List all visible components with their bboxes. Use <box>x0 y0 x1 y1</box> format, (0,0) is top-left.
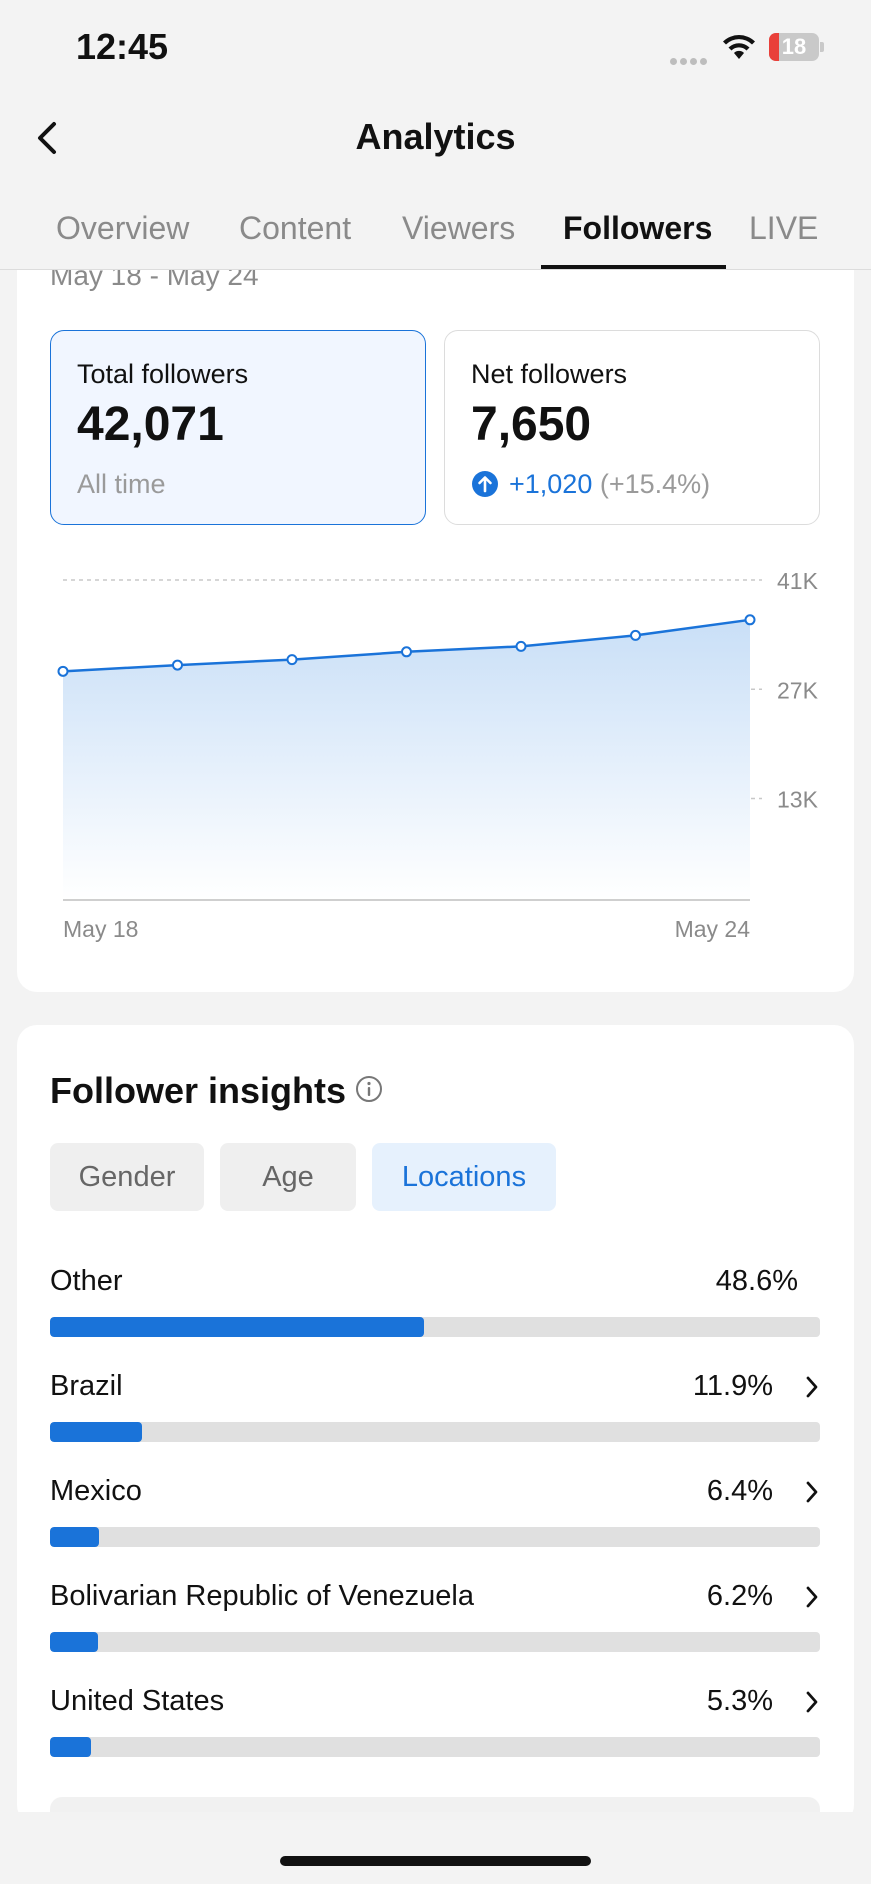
chart-data-point[interactable] <box>515 640 527 652</box>
location-bar-fill <box>50 1317 425 1337</box>
location-bar-track <box>50 1317 820 1337</box>
arrow-up-circle-icon <box>472 471 498 497</box>
page-title: Analytics <box>355 116 516 157</box>
location-bar-fill <box>50 1527 100 1547</box>
location-name: United States <box>50 1685 225 1717</box>
info-icon[interactable] <box>354 1074 384 1104</box>
location-percent: 48.6% <box>715 1265 798 1297</box>
location-name: Other <box>50 1265 123 1297</box>
followers-chart[interactable]: 41K 27K 13K May 18 May 24 <box>40 555 840 955</box>
chart-y-tick-label: 13K <box>777 787 819 813</box>
location-bar-track <box>50 1632 820 1652</box>
location-percent: 5.3% <box>706 1685 773 1717</box>
active-tab-indicator <box>541 265 726 269</box>
location-bar-track <box>50 1737 820 1757</box>
home-indicator <box>280 1856 591 1866</box>
net-followers-card[interactable]: Net followers 7,650 +1,020 (+15.4%) <box>444 330 820 525</box>
location-percent: 6.2% <box>706 1580 773 1612</box>
location-bar-fill <box>50 1632 98 1652</box>
net-followers-change: +1,020 (+15.4%) <box>471 469 710 500</box>
chart-y-tick-label: 27K <box>777 677 819 703</box>
chip-gender[interactable]: Gender <box>50 1143 204 1211</box>
tab-bar: Overview Content Viewers Followers LIVE <box>0 200 871 270</box>
chart-area-fill <box>63 619 750 900</box>
net-followers-value: 7,650 <box>471 398 592 451</box>
wifi-icon <box>723 35 755 59</box>
tab-followers[interactable]: Followers <box>563 210 713 246</box>
chart-data-point[interactable] <box>57 665 69 677</box>
chevron-right-icon[interactable] <box>804 1479 820 1505</box>
chevron-right-icon[interactable] <box>804 1584 820 1610</box>
chart-data-point[interactable] <box>744 614 756 626</box>
chart-data-point[interactable] <box>172 659 183 671</box>
insights-title: Follower insights <box>50 1070 347 1111</box>
tab-viewers[interactable]: Viewers <box>402 210 516 246</box>
location-name: Bolivarian Republic of Venezuela <box>50 1580 474 1612</box>
chart-data-point[interactable] <box>401 646 412 658</box>
location-bar-track <box>50 1422 820 1442</box>
chevron-left-icon[interactable] <box>30 116 66 160</box>
chart-x-tick-label: May 18 <box>63 916 138 942</box>
battery-level: 18 <box>781 34 807 59</box>
chart-y-tick-label: 41K <box>777 568 819 594</box>
location-name: Brazil <box>50 1370 123 1402</box>
chip-locations[interactable]: Locations <box>372 1143 556 1211</box>
location-name: Mexico <box>50 1475 142 1507</box>
change-percent: (+15.4%) <box>599 469 711 499</box>
total-followers-value: 42,071 <box>77 398 224 451</box>
location-percent: 6.4% <box>706 1475 773 1507</box>
status-time: 12:45 <box>76 26 169 67</box>
chevron-right-icon[interactable] <box>804 1374 820 1400</box>
location-percent: 11.9% <box>692 1370 773 1402</box>
location-bar-fill <box>50 1422 142 1442</box>
next-section-edge <box>50 1797 820 1813</box>
status-bar: 12:45 18 <box>0 0 871 96</box>
chart-data-point[interactable] <box>286 654 298 666</box>
location-bar-fill <box>50 1737 91 1757</box>
tab-overview[interactable]: Overview <box>56 210 190 246</box>
chevron-right-icon[interactable] <box>804 1689 820 1715</box>
cellular-signal-icon <box>670 52 710 65</box>
total-followers-card[interactable]: Total followers 42,071 All time <box>50 330 426 525</box>
chart-x-tick-label: May 24 <box>675 916 751 942</box>
chip-age[interactable]: Age <box>220 1143 356 1211</box>
total-followers-label: Total followers <box>77 359 249 389</box>
tab-content[interactable]: Content <box>239 210 352 246</box>
battery-icon: 18 <box>769 33 824 61</box>
change-value: +1,020 <box>509 469 593 499</box>
net-followers-label: Net followers <box>471 359 628 389</box>
total-followers-period: All time <box>77 469 166 499</box>
chart-data-point[interactable] <box>630 629 641 641</box>
tab-live[interactable]: LIVE <box>749 210 819 246</box>
location-bar-track <box>50 1527 820 1547</box>
